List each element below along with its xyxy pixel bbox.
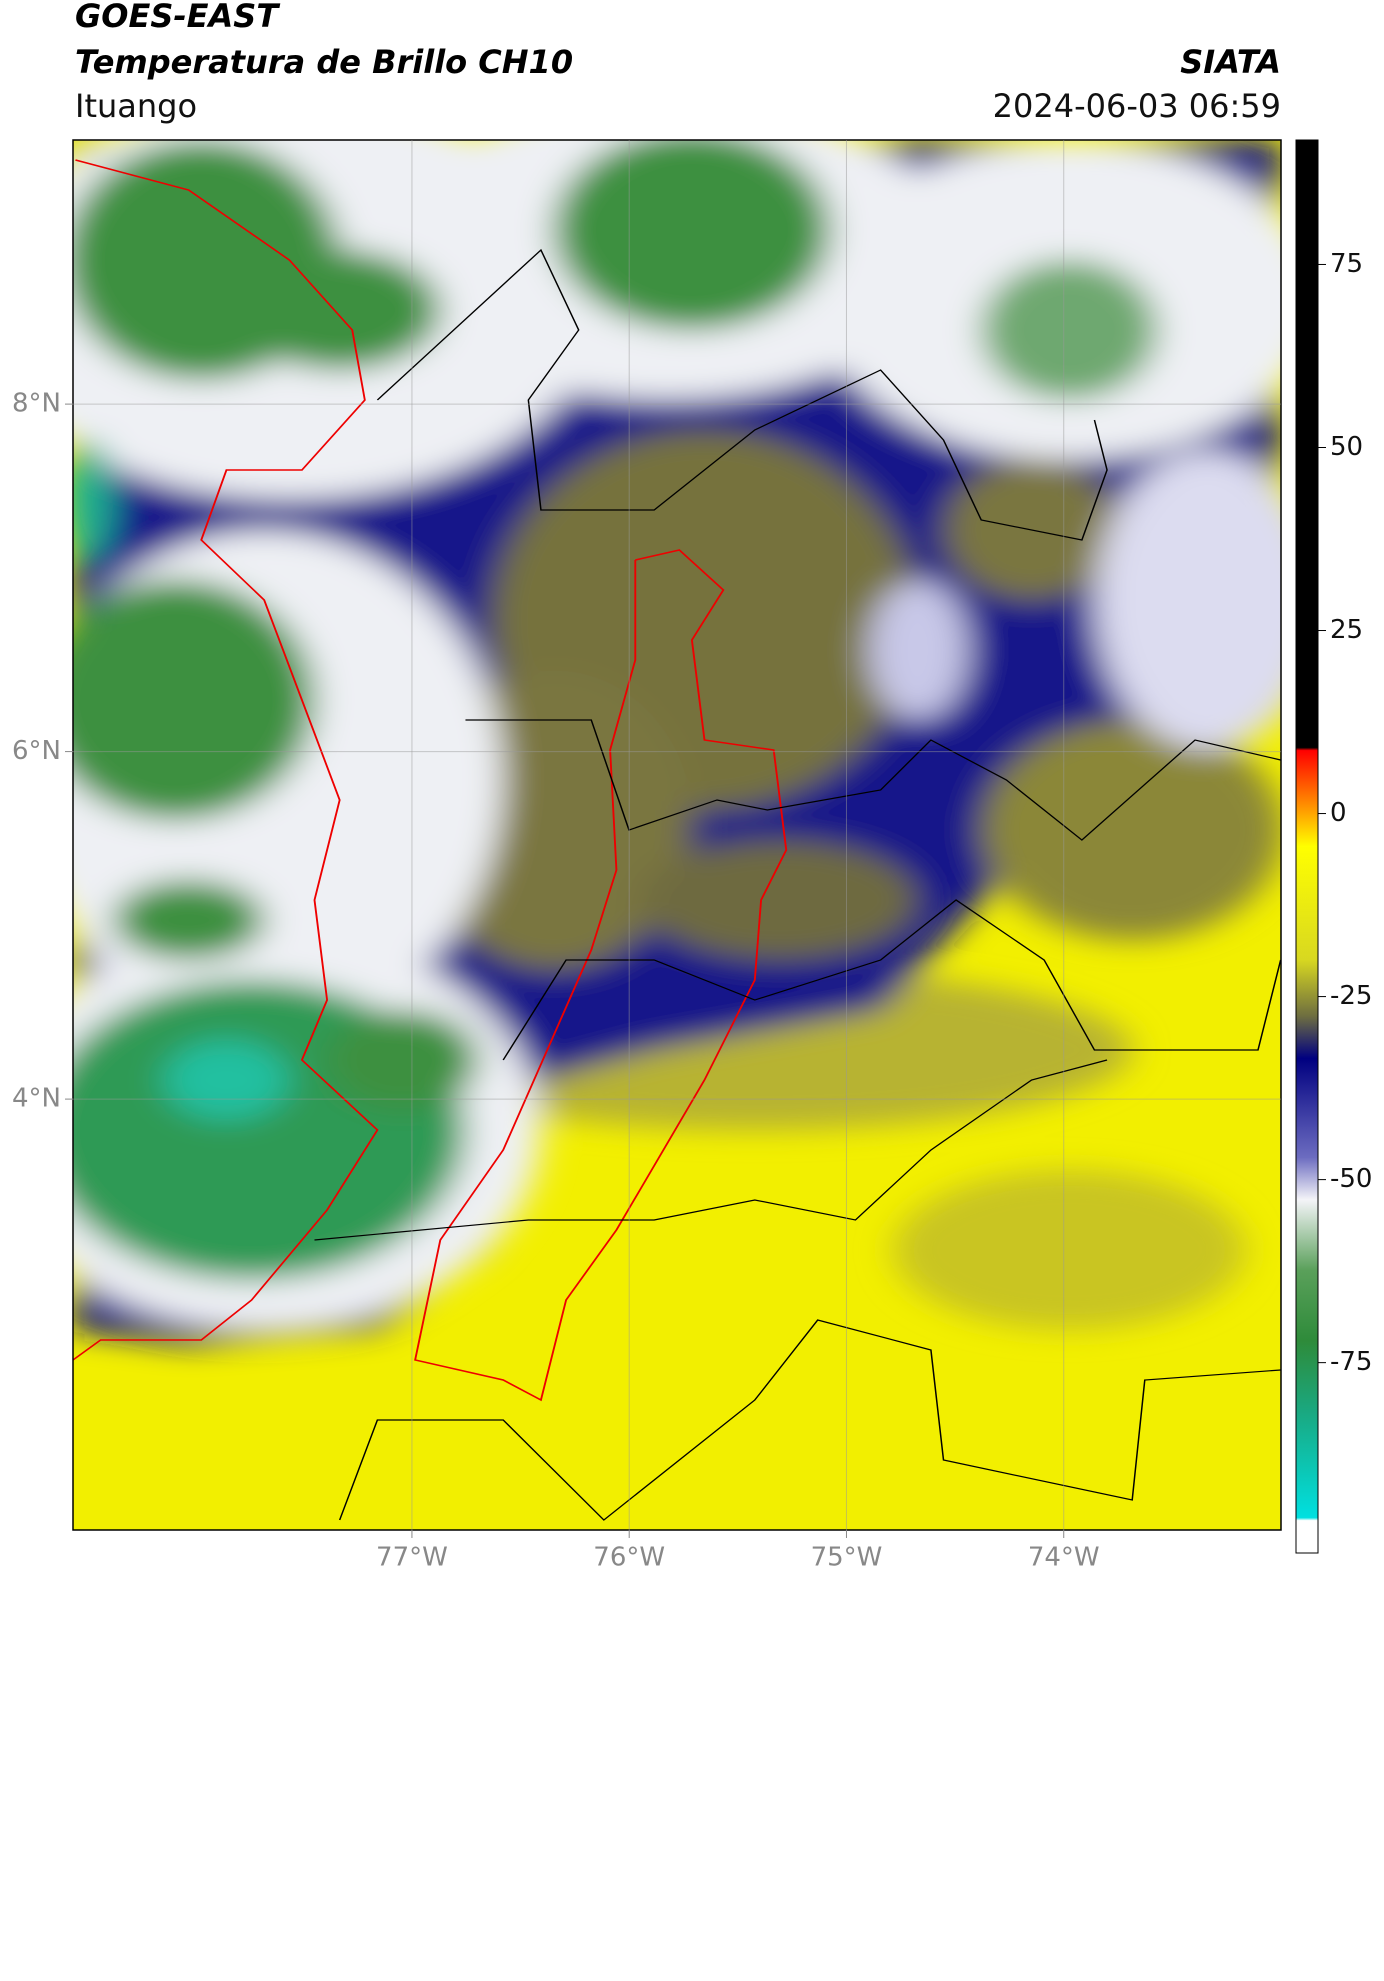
x-tick-label: 76°W bbox=[593, 1543, 665, 1573]
y-tick-label: 4°N bbox=[12, 1084, 61, 1114]
datetime: 2024-06-03 06:59 bbox=[993, 87, 1281, 125]
map-image bbox=[73, 140, 1281, 1530]
x-tick-label: 75°W bbox=[811, 1543, 883, 1573]
location: Ituango bbox=[75, 87, 197, 125]
y-tick-label: 6°N bbox=[12, 736, 61, 766]
colorbar-tick-label: -25 bbox=[1330, 981, 1372, 1011]
x-tick-label: 77°W bbox=[376, 1543, 448, 1573]
colorbar-tick-label: -75 bbox=[1330, 1347, 1372, 1377]
colorbar-tick-label: -50 bbox=[1330, 1164, 1372, 1194]
x-tick-label: 74°W bbox=[1028, 1543, 1100, 1573]
source: SIATA bbox=[1180, 43, 1281, 81]
title: GOES-EAST bbox=[75, 0, 280, 35]
colorbar-tick-label: 25 bbox=[1330, 615, 1363, 645]
colorbar-tick-label: 50 bbox=[1330, 432, 1363, 462]
colorbar bbox=[1295, 139, 1319, 1554]
y-tick-label: 8°N bbox=[12, 389, 61, 419]
subtitle: Temperatura de Brillo CH10 bbox=[75, 43, 573, 81]
map-frame bbox=[72, 139, 1282, 1531]
colorbar-tick-label: 75 bbox=[1330, 249, 1363, 279]
colorbar-tick-label: 0 bbox=[1330, 798, 1347, 828]
